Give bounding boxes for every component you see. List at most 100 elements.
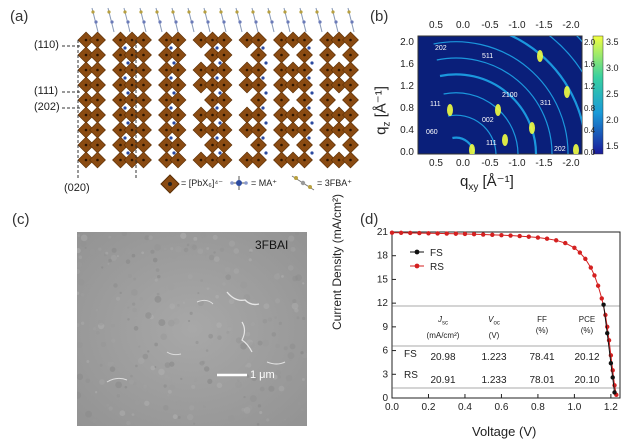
ma-cation [310, 121, 314, 125]
giwaxs-y-title: qz [Å⁻¹] [372, 86, 393, 135]
rs-data-point [595, 283, 601, 288]
ma-cation [172, 61, 176, 65]
organic-cations-layer [91, 7, 355, 155]
table-row-label-fs: FS [404, 349, 417, 360]
jv-x-tick: 0.2 [422, 402, 436, 413]
panel-d-label: (d) [360, 211, 379, 228]
legend-marker [414, 263, 420, 269]
jv-x-tick: 0.4 [458, 402, 472, 413]
ma-cation [169, 106, 173, 110]
fs-data-point [605, 330, 610, 336]
peak-label: 311 [540, 100, 551, 107]
rs-data-point [444, 231, 449, 236]
table-cell: 78.01 [529, 375, 555, 386]
ma-cation [126, 151, 130, 155]
ma-cation [215, 136, 219, 140]
colorbar-tick: 2.5 [606, 89, 619, 99]
rs-data-point [508, 233, 513, 238]
fba-cation [267, 7, 275, 33]
jv-x-tick: 0.6 [494, 402, 508, 413]
ma-cation [307, 136, 311, 140]
fba-cation [107, 7, 115, 33]
bragg-spot [564, 86, 570, 98]
sem-sample-label: 3FBAI [255, 238, 289, 252]
jv-y-tick: 18 [377, 251, 389, 262]
giwaxs-x-title: qxy [Å⁻¹] [460, 173, 514, 193]
bragg-spot [469, 144, 475, 154]
table-header-ff: FF (%) [535, 315, 549, 335]
plane-label-202: (202) [34, 101, 60, 113]
bragg-spot [537, 50, 543, 62]
colorbar [592, 35, 604, 155]
jv-y-tick: 0 [382, 393, 388, 404]
ma-cation [169, 46, 173, 50]
peak-label: 111 [486, 140, 497, 147]
giwaxs-axis-ticks: 0.5 0.5 0.0 0.0 -0.5 -0.5 -1.0 -1.0 -1.5 -1.5 -2.0… [400, 20, 596, 169]
ma-cation [169, 136, 173, 140]
fba-cation [171, 7, 179, 33]
ma-cation [123, 76, 127, 80]
plane-label-111: (111) [34, 85, 59, 97]
fs-data-point [612, 390, 617, 395]
fba-cation [283, 7, 291, 33]
x-tick-bottom: -0.5 [481, 158, 499, 169]
rs-data-point [526, 234, 531, 239]
rs-data-point [563, 240, 568, 246]
jv-axis-ticks: 0.0 0.2 0.4 0.6 0.8 1.0 1.2 0 3 6 9 12 15 18 21 [377, 227, 618, 413]
fba-cation [251, 7, 259, 33]
y-tick-right: 0.4 [584, 126, 596, 135]
rs-data-point [462, 231, 468, 237]
fba-cation [155, 7, 163, 33]
ma-cation [307, 76, 311, 80]
ma-cation [218, 151, 222, 155]
table-row-label-rs: RS [404, 370, 418, 381]
ma-cation [126, 121, 130, 125]
rs-data-point [453, 231, 459, 236]
fs-data-point [601, 302, 606, 307]
rs-data-point [517, 233, 522, 239]
jv-y-tick: 6 [382, 346, 388, 357]
octahedron-icon [160, 174, 180, 194]
ma-cation [126, 91, 130, 95]
ma-cation [123, 136, 127, 140]
rs-data-point [553, 238, 559, 243]
fba-cation [331, 7, 339, 33]
jv-y-tick: 15 [377, 274, 389, 285]
ma-cation [215, 76, 219, 80]
rs-data-point [599, 296, 604, 301]
table-cell: 20.12 [574, 352, 600, 363]
colorbar-tick: 1.5 [606, 141, 619, 151]
rs-data-point [471, 232, 477, 237]
fba-cation-icon [291, 175, 315, 191]
panel-a-label: (a) [10, 8, 29, 25]
ma-cation [310, 91, 314, 95]
fba-cation [139, 7, 147, 33]
y-tick-right: 0.8 [584, 104, 596, 113]
ma-cation [218, 61, 222, 65]
rs-data-point [389, 230, 395, 235]
jv-y-tick: 21 [377, 227, 389, 238]
ma-cation [264, 91, 268, 95]
rs-data-point [499, 232, 504, 238]
jv-y-title: Current Density (mA/cm²) [330, 193, 344, 330]
y-tick-right: 1.6 [584, 60, 596, 69]
rs-data-point [592, 273, 597, 278]
legend-ma: = MA⁺ [251, 178, 278, 188]
peak-label: 202 [435, 45, 447, 52]
jv-x-tick: 1.0 [567, 402, 581, 413]
plane-label-020: (020) [64, 182, 90, 194]
legend-pbx6: = [PbX₆]⁴⁻ [181, 178, 224, 188]
x-tick-bottom: -1.5 [535, 158, 553, 169]
diffraction-ring [433, 41, 569, 154]
y-tick-left: 1.2 [400, 81, 414, 92]
colorbar-tick: 3.5 [606, 37, 619, 47]
ma-cation [261, 106, 265, 110]
table-cell: 78.41 [529, 352, 555, 363]
giwaxs-plot-area [417, 35, 583, 155]
octahedra-layer [77, 31, 359, 169]
diffraction-rings [433, 36, 582, 154]
x-tick-top: 0.5 [429, 20, 443, 31]
peak-labels: 202 511 111 2100 311 002 060 111 202 [426, 45, 566, 153]
ma-cation [261, 76, 265, 80]
ma-cation [169, 76, 173, 80]
